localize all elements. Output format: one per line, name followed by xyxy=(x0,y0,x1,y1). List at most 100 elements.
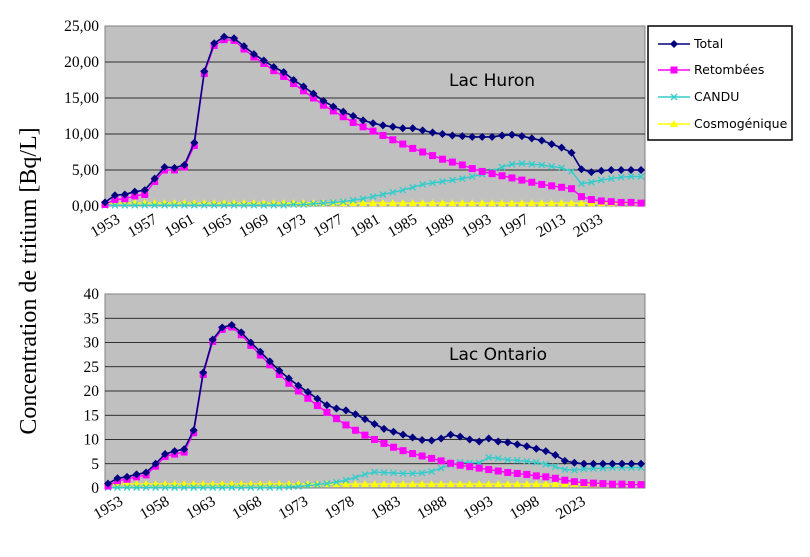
data-point-total xyxy=(370,419,379,428)
data-point-cosmogenique xyxy=(577,199,586,207)
data-point-candu xyxy=(409,183,417,191)
data-point-total xyxy=(427,436,436,445)
data-point-retombees xyxy=(607,198,615,206)
x-tick-label: 1953 xyxy=(91,493,127,523)
data-point-total xyxy=(627,166,636,174)
data-point-total xyxy=(284,374,293,383)
data-point-candu xyxy=(494,454,502,462)
data-point-cosmogenique xyxy=(259,199,268,207)
data-point-candu xyxy=(285,483,293,491)
data-point-candu xyxy=(114,484,121,491)
data-point-candu xyxy=(131,201,139,209)
data-point-total xyxy=(448,131,457,140)
data-point-cosmogenique xyxy=(557,199,566,207)
data-point-candu xyxy=(319,199,327,207)
data-point-cosmogenique xyxy=(388,199,397,207)
data-point-total xyxy=(475,437,484,446)
data-point-total xyxy=(123,472,132,481)
data-point-candu xyxy=(161,201,169,209)
data-point-total xyxy=(329,102,338,111)
data-point-retombees xyxy=(313,402,321,410)
data-point-retombees xyxy=(329,107,337,115)
data-point-cosmogenique xyxy=(220,199,229,207)
data-point-retombees xyxy=(538,180,546,188)
data-point-total xyxy=(389,427,398,436)
data-point-candu xyxy=(577,180,585,188)
data-point-total xyxy=(547,140,556,149)
data-point-candu xyxy=(133,484,141,491)
data-point-total xyxy=(294,381,303,390)
data-point-retombees xyxy=(580,479,588,487)
legend-label-candu: CANDU xyxy=(694,89,739,104)
data-point-total xyxy=(408,124,417,133)
data-point-total xyxy=(369,119,377,128)
data-point-candu xyxy=(121,201,129,209)
x-tick-label: 1989 xyxy=(422,211,458,241)
data-point-total xyxy=(120,190,129,199)
data-point-retombees xyxy=(475,464,483,472)
data-point-total xyxy=(170,447,179,456)
data-point-cosmogenique xyxy=(398,199,407,207)
data-point-total xyxy=(627,459,636,468)
data-point-total xyxy=(513,440,522,449)
data-point-retombees xyxy=(618,480,626,488)
data-point-retombees xyxy=(587,196,595,204)
data-point-retombees xyxy=(309,94,317,102)
data-point-candu xyxy=(111,201,119,209)
data-point-candu xyxy=(637,173,645,180)
y-tick-label: 10,00 xyxy=(64,126,99,143)
y-tick-label: 0,00 xyxy=(72,198,99,215)
data-point-total xyxy=(570,458,579,467)
data-point-cosmogenique xyxy=(360,480,369,488)
data-point-retombees xyxy=(419,148,427,156)
data-point-total xyxy=(208,335,217,344)
data-point-retombees xyxy=(627,481,635,489)
y-tick-label: 20,00 xyxy=(64,54,99,71)
data-point-total xyxy=(339,107,348,116)
data-point-total xyxy=(522,442,531,451)
data-point-retombees xyxy=(532,472,540,480)
y-tick-label: 40 xyxy=(84,286,100,303)
data-point-retombees xyxy=(351,426,359,434)
data-point-total xyxy=(351,410,360,419)
data-point-total xyxy=(199,368,208,377)
data-point-candu xyxy=(607,175,615,183)
data-point-cosmogenique xyxy=(438,199,447,207)
data-point-retombees xyxy=(428,454,436,462)
data-point-cosmogenique xyxy=(389,480,398,488)
data-point-retombees xyxy=(568,185,576,193)
data-point-candu xyxy=(218,484,226,491)
legend-entry-candu: CANDU xyxy=(658,89,739,104)
data-point-retombees xyxy=(389,136,397,144)
data-point-total xyxy=(140,186,149,195)
data-point-retombees xyxy=(399,447,407,455)
data-point-candu xyxy=(180,201,188,209)
y-tick-label: 20 xyxy=(84,383,100,400)
data-point-cosmogenique xyxy=(527,199,536,207)
data-point-candu xyxy=(458,175,466,183)
data-point-total xyxy=(150,174,159,183)
data-point-retombees xyxy=(390,443,398,451)
data-point-candu xyxy=(240,201,248,209)
data-point-cosmogenique xyxy=(547,199,556,207)
series-marks xyxy=(104,321,645,491)
data-point-candu xyxy=(142,484,150,491)
data-point-total xyxy=(399,430,408,439)
data-point-candu xyxy=(409,469,417,477)
data-point-candu xyxy=(429,179,437,187)
data-point-total xyxy=(218,323,227,332)
legend-marker-total xyxy=(670,40,678,48)
data-point-total xyxy=(598,459,607,468)
data-point-total xyxy=(398,124,407,133)
data-point-total xyxy=(484,434,493,443)
data-point-cosmogenique xyxy=(522,480,531,488)
data-point-candu xyxy=(380,469,388,476)
data-point-candu xyxy=(199,484,207,491)
data-point-total xyxy=(557,143,566,152)
data-point-cosmogenique xyxy=(448,199,457,207)
data-point-cosmogenique xyxy=(427,480,436,488)
data-point-retombees xyxy=(379,131,387,139)
data-point-total xyxy=(230,34,239,43)
data-point-retombees xyxy=(498,172,506,180)
data-point-retombees xyxy=(518,176,526,184)
